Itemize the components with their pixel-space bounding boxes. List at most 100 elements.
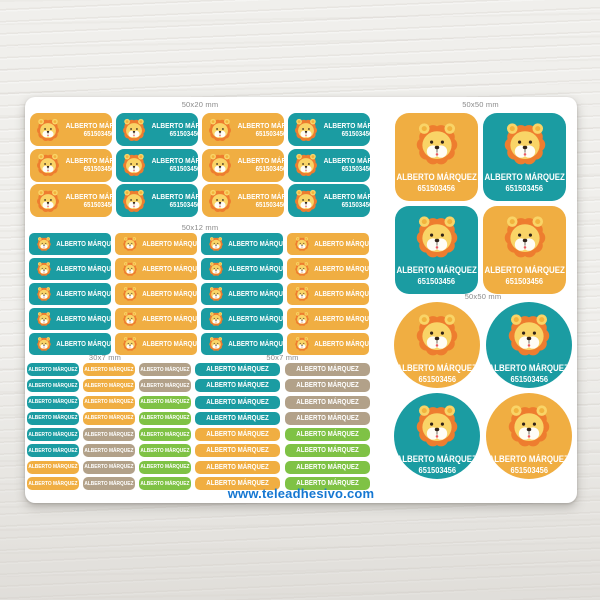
sticker-phone-text: 651503456 [83,166,112,173]
name-sticker-30x7: ALBERTO MÁRQUEZ [139,444,191,458]
name-sticker-50x7: ALBERTO MÁRQUEZ [195,444,280,458]
name-sticker-50x12: ALBERTO MÁRQUEZ [115,258,197,280]
name-sticker-50x12: ALBERTO MÁRQUEZ [29,258,111,280]
name-sticker-50x50-square: ALBERTO MÁRQUEZ 651503456 [395,206,478,294]
name-sticker-50x50-circle: ALBERTO MÁRQUEZ 651503456 [394,393,480,479]
name-sticker-30x7: ALBERTO MÁRQUEZ [27,395,79,409]
sticker-text: ALBERTO MÁRQUEZ [138,291,197,298]
sticker-name-text: ALBERTO MÁRQUEZ [56,315,111,323]
sticker-name-text: ALBERTO MÁRQUEZ [28,480,78,487]
sticker-name-text: ALBERTO MÁRQUEZ [396,454,478,464]
sticker-name-text: ALBERTO MÁRQUEZ [296,431,359,439]
sticker-phone-text: 651503456 [169,166,198,173]
sticker-name-text: ALBERTO MÁRQUEZ [56,240,111,248]
sticker-phone-text: 651503456 [505,276,544,286]
name-sticker-50x12: ALBERTO MÁRQUEZ [115,308,197,330]
lion-icon [209,237,223,251]
name-sticker-30x7: ALBERTO MÁRQUEZ [83,460,135,474]
sticker-name-text: ALBERTO MÁRQUEZ [323,191,370,201]
sticker-text: ALBERTO MÁRQUEZ [224,341,283,348]
sticker-text: ALBERTO MÁRQUEZ [224,266,283,273]
name-sticker-50x7: ALBERTO MÁRQUEZ [285,460,370,474]
lion-icon [37,262,51,276]
name-sticker-50x12: ALBERTO MÁRQUEZ [287,308,369,330]
lion-icon [416,123,457,165]
sticker-name-text: ALBERTO MÁRQUEZ [140,480,190,487]
name-sticker-50x7: ALBERTO MÁRQUEZ [195,477,280,491]
sticker-name-text: ALBERTO MÁRQUEZ [296,414,359,422]
sticker-text: ALBERTO MÁRQUEZ [224,316,283,323]
sticker-name-text: ALBERTO MÁRQUEZ [228,315,283,323]
name-sticker-50x7: ALBERTO MÁRQUEZ [285,428,370,442]
sticker-group-50x50-circles: ALBERTO MÁRQUEZ 651503456 ALBERTO MÁRQUEZ 6… [394,302,572,479]
sticker-text: ALBERTO MÁRQUEZ [52,341,111,348]
sticker-name-text: ALBERTO MÁRQUEZ [237,120,284,130]
sticker-name-text: ALBERTO MÁRQUEZ [84,464,134,471]
sticker-phone-text: 651503456 [417,183,456,193]
name-sticker-50x7: ALBERTO MÁRQUEZ [195,460,280,474]
name-sticker-50x50-circle: ALBERTO MÁRQUEZ 651503456 [486,393,572,479]
name-sticker-50x50-square: ALBERTO MÁRQUEZ 651503456 [395,113,478,201]
lion-icon [508,405,550,447]
sticker-name-text: ALBERTO MÁRQUEZ [396,265,477,275]
sticker-name-text: ALBERTO MÁRQUEZ [296,463,359,471]
sticker-name-text: ALBERTO MÁRQUEZ [323,156,370,165]
section-label-30x7: 30x7 mm [88,353,122,362]
name-sticker-30x7: ALBERTO MÁRQUEZ [27,444,79,458]
name-sticker-30x7: ALBERTO MÁRQUEZ [139,395,191,409]
sticker-name-text: ALBERTO MÁRQUEZ [84,399,134,406]
sticker-name-text: ALBERTO MÁRQUEZ [65,120,112,130]
name-sticker-30x7: ALBERTO MÁRQUEZ [27,477,79,491]
sticker-name-text: ALBERTO MÁRQUEZ [396,172,477,182]
sticker-name-text: ALBERTO MÁRQUEZ [84,382,134,389]
lion-icon [295,337,309,351]
name-sticker-30x7: ALBERTO MÁRQUEZ [83,477,135,491]
lion-icon [295,287,309,301]
sticker-name-text: ALBERTO MÁRQUEZ [84,447,134,454]
lion-icon [37,337,51,351]
sticker-text: ALBERTO MÁRQUEZ [224,291,283,298]
sticker-name-text: ALBERTO MÁRQUEZ [206,480,269,488]
sticker-name-text: ALBERTO MÁRQUEZ [237,156,284,165]
name-sticker-50x12: ALBERTO MÁRQUEZ [287,283,369,305]
name-sticker-50x50-circle: ALBERTO MÁRQUEZ 651503456 [394,302,480,388]
sticker-phone-text: 651503456 [510,374,548,384]
sticker-text: ALBERTO MÁRQUEZ [310,316,369,323]
lion-icon [123,237,137,251]
sticker-phone-text: 651503456 [341,166,370,173]
sticker-name-text: ALBERTO MÁRQUEZ [314,340,369,348]
name-sticker-50x7: ALBERTO MÁRQUEZ [285,444,370,458]
name-sticker-50x12: ALBERTO MÁRQUEZ [29,308,111,330]
name-sticker-50x12: ALBERTO MÁRQUEZ [201,283,283,305]
name-sticker-50x7: ALBERTO MÁRQUEZ [195,379,280,393]
name-sticker-50x7: ALBERTO MÁRQUEZ [195,363,280,376]
sticker-name-text: ALBERTO MÁRQUEZ [314,290,369,298]
sticker-name-text: ALBERTO MÁRQUEZ [28,431,78,438]
sticker-group-50x12: ALBERTO MÁRQUEZ ALBERTO MÁRQUEZ ALBERTO MÁ… [29,233,369,355]
sticker-text: ALBERTO MÁRQUEZ [52,291,111,298]
name-sticker-50x7: ALBERTO MÁRQUEZ [195,411,280,425]
sticker-name-text: ALBERTO MÁRQUEZ [484,265,565,275]
name-sticker-30x7: ALBERTO MÁRQUEZ [83,363,135,376]
sticker-phone-text: 651503456 [255,130,284,138]
sticker-name-text: ALBERTO MÁRQUEZ [140,431,190,438]
lion-icon [123,189,145,212]
sticker-name-text: ALBERTO MÁRQUEZ [237,191,284,201]
sticker-name-text: ALBERTO MÁRQUEZ [396,363,478,373]
sticker-name-text: ALBERTO MÁRQUEZ [296,382,359,390]
name-sticker-50x7: ALBERTO MÁRQUEZ [285,477,370,491]
name-sticker-50x12: ALBERTO MÁRQUEZ [115,233,197,255]
sticker-text: ALBERTO MÁRQUEZ [138,316,197,323]
sticker-name-text: ALBERTO MÁRQUEZ [296,366,359,373]
lion-icon [37,287,51,301]
